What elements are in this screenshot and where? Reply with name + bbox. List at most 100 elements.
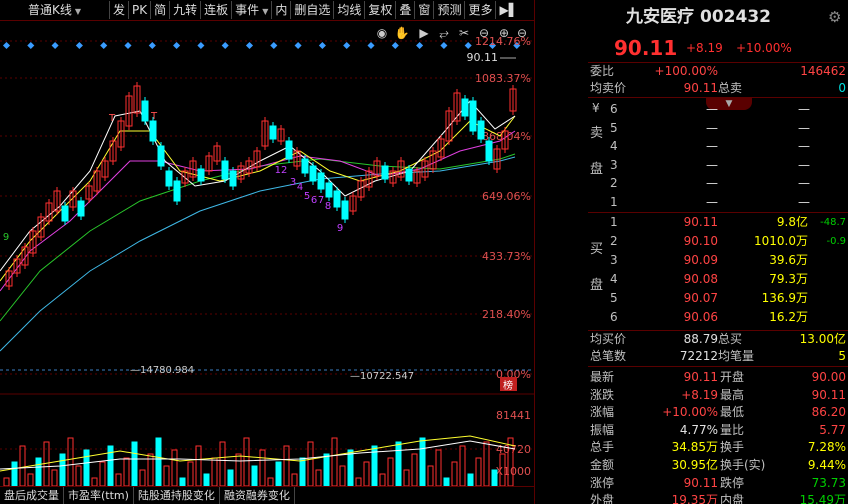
toolbar-btn-jian[interactable]: 简 — [151, 1, 171, 19]
sell-volume: — — [798, 139, 810, 153]
stat-row: 振幅 4.77% 量比 5.77 — [588, 422, 848, 439]
toolbar-btn-yuce[interactable]: 预测 — [434, 1, 466, 19]
sell-row[interactable]: 5 — — — [588, 120, 848, 137]
buy-row[interactable]: 1 90.11 9.8亿 -48.7 — [588, 214, 848, 231]
avg-trade-value: 5 — [838, 349, 846, 363]
event-marker — [197, 41, 205, 50]
stat-label: 内盘 — [720, 493, 745, 504]
remove-icon: ⊖ — [517, 26, 527, 40]
toolbar-btn-jiuzhuan[interactable]: 九转 — [170, 1, 202, 19]
sell-row[interactable]: 2 — — — [588, 175, 848, 192]
kline-chart[interactable]: ◉ ✋ ▶ ⥂ ✂ ⊖ ⊕ ⊖ 1214.76% 1083.37% 868.04% 649.06% 43… — [0, 21, 534, 487]
sell-row[interactable]: 3 — — — [588, 157, 848, 174]
buy-row[interactable]: 4 90.08 79.3万 — [588, 271, 848, 288]
candle-body — [93, 170, 101, 192]
sell-price: — — [706, 194, 718, 209]
ma-line — [0, 100, 516, 272]
collapse-tab[interactable]: ▼ — [706, 98, 752, 110]
sell-price: — — [706, 176, 718, 190]
event-marker — [416, 41, 424, 50]
buy-price: 90.10 — [683, 234, 718, 248]
toolbar-btn-fuquan[interactable]: 复权 — [365, 1, 397, 19]
candle-body — [493, 148, 501, 170]
candle-body — [405, 168, 413, 182]
buy-price: 90.07 — [683, 291, 718, 305]
tab-northbound[interactable]: 陆股通持股变化 — [134, 487, 220, 504]
tab-margin[interactable]: 融资融券变化 — [220, 487, 295, 504]
volume-bar — [379, 473, 386, 487]
candle-body — [125, 95, 133, 127]
buy-change: -48.7 — [820, 217, 846, 228]
volume-bar — [27, 473, 34, 487]
volume-bar — [243, 437, 250, 487]
stat-value: 90.11 — [811, 387, 846, 402]
volume-bar — [99, 461, 106, 487]
sell-level: 2 — [610, 176, 618, 190]
candle-body — [29, 230, 37, 254]
expand-icon[interactable]: ▶▌ — [499, 3, 518, 17]
event-marker — [245, 41, 254, 50]
toolbar-btn-shijian[interactable]: 事件 ▼ — [232, 1, 273, 19]
toolbar-btn-shanzixuan[interactable]: 删自选 — [291, 1, 335, 19]
candle-body — [301, 158, 309, 174]
stat-label: 最高 — [720, 387, 745, 402]
toolbar-btn-lianban[interactable]: 连板 — [201, 1, 233, 19]
candle-body — [429, 150, 437, 170]
sell-row[interactable]: 4 — — — [588, 138, 848, 155]
volume-bar — [123, 457, 130, 487]
candle-body — [333, 190, 341, 208]
price-change-pct: +10.00% — [736, 41, 792, 55]
period-select[interactable]: 普通K线 ▼ — [0, 1, 110, 19]
buy-row[interactable]: 6 90.06 16.2万 — [588, 309, 848, 326]
candle-body — [5, 270, 13, 287]
stat-value: 9.44% — [807, 458, 846, 472]
volume-bar — [11, 461, 18, 487]
volume-bar — [347, 449, 354, 487]
nine-turn-label: 8 — [325, 201, 331, 212]
ma-line — [0, 156, 516, 352]
buy-row[interactable]: 5 90.07 136.9万 — [588, 290, 848, 307]
last-price: 90.11 — [614, 36, 678, 60]
event-marker — [440, 41, 448, 50]
candle-body — [341, 200, 349, 220]
volume-bar — [67, 437, 74, 487]
tab-pe[interactable]: 市盈率(ttm) — [64, 487, 134, 504]
avg-sell-row: 均卖价 90.11 总卖 0 — [588, 80, 848, 97]
candle-body — [269, 125, 277, 140]
candle-body — [277, 128, 285, 142]
stat-row: 外盘 19.35万 内盘 15.49万 — [588, 492, 848, 504]
candle-body — [389, 170, 397, 184]
volume-bar — [355, 477, 362, 487]
toolbar-btn-chuang[interactable]: 窗 — [415, 1, 435, 19]
candle-body — [365, 170, 373, 188]
sell-row[interactable]: 1 — — — [588, 194, 848, 211]
volume-bar — [139, 469, 146, 487]
event-marker — [513, 41, 521, 50]
toolbar-btn-nei[interactable]: 内 — [272, 1, 292, 19]
nine-turn-label: 3 — [290, 177, 296, 188]
event-marker — [173, 41, 181, 50]
toolbar-btn-fa[interactable]: 发 — [110, 1, 130, 19]
avg-buy-label: 均买价 — [590, 332, 627, 346]
toolbar-btn-die[interactable]: 叠 — [396, 1, 416, 19]
divider — [588, 62, 848, 63]
event-marker — [27, 41, 35, 50]
price-axis-label: 433.73% — [482, 250, 531, 263]
toolbar-btn-gengduo[interactable]: 更多 — [465, 1, 497, 19]
buy-row[interactable]: 2 90.10 1010.0万 -0.9 — [588, 233, 848, 250]
scissors-icon: ✂ — [459, 26, 469, 40]
stat-row: 金额 30.95亿 换手(实) 9.44% — [588, 457, 848, 474]
buy-volume: 39.6万 — [769, 253, 808, 267]
toolbar-btn-junxian[interactable]: 均线 — [334, 1, 366, 19]
buy-row[interactable]: 3 90.09 39.6万 — [588, 252, 848, 269]
tab-volume[interactable]: 盘后成交量 — [0, 487, 64, 504]
gear-icon[interactable]: ⚙ — [828, 8, 842, 26]
total-sell-value: 0 — [838, 81, 846, 95]
weibi-row: 委比 +100.00% 146462 — [588, 63, 848, 80]
toolbar-btn-pk[interactable]: PK — [129, 1, 152, 19]
sell-row[interactable]: 6 — — — [588, 101, 848, 118]
sell-price: — — [706, 102, 718, 116]
volume-bar — [315, 469, 322, 487]
volume-bar — [187, 461, 194, 487]
axis-column — [534, 0, 588, 504]
